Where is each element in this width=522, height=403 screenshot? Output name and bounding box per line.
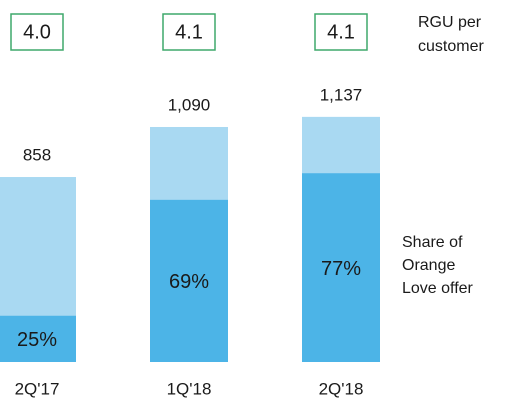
total-label: 1,137 xyxy=(320,85,363,104)
share-label: 77% xyxy=(321,258,361,280)
rgu-legend: customer xyxy=(418,38,484,55)
share-legend: Share of xyxy=(402,234,463,251)
rgu-box xyxy=(10,13,64,51)
bar-share xyxy=(150,199,228,362)
rgu-label: 4.1 xyxy=(327,21,355,43)
share-legend: Love offer xyxy=(402,280,474,297)
bar-share xyxy=(302,173,380,362)
rgu-box xyxy=(162,13,216,51)
total-label: 1,090 xyxy=(168,95,211,114)
rgu-label: 4.0 xyxy=(23,21,51,43)
x-tick-label: 2Q'18 xyxy=(319,379,364,398)
share-label: 69% xyxy=(169,271,209,293)
x-tick-label: 1Q'18 xyxy=(167,379,212,398)
total-label: 858 xyxy=(23,145,51,164)
rgu-legend: RGU per xyxy=(418,14,482,31)
share-label: 25% xyxy=(17,329,57,351)
rgu-label: 4.1 xyxy=(175,21,203,43)
bar-share xyxy=(0,315,76,362)
rgu-box xyxy=(314,13,368,51)
share-legend: Orange xyxy=(402,257,455,274)
x-tick-label: 2Q'17 xyxy=(15,379,60,398)
